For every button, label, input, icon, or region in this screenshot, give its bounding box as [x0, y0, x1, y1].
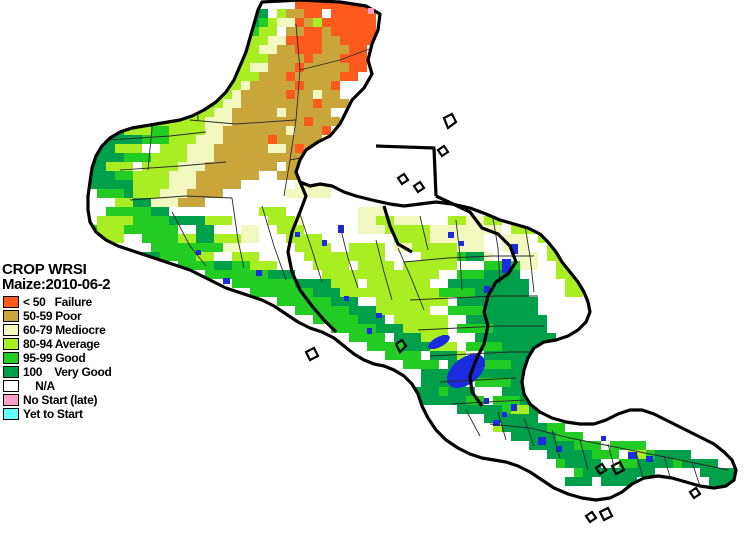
legend-item-mediocre: 60-79 Mediocre — [3, 323, 162, 337]
legend-label-no-start-late: No Start (late) — [23, 393, 98, 407]
legend-swatch-very-good — [3, 366, 19, 378]
legend-item-yet-to-start: Yet to Start — [3, 407, 162, 421]
legend-title: CROP WRSI — [2, 261, 87, 278]
legend-item-no-start-late: No Start (late) — [3, 393, 162, 407]
offshore-islands — [304, 112, 702, 524]
legend-subtitle: Maize:2010-06-2 — [2, 276, 111, 293]
legend-item-good: 95-99 Good — [3, 351, 162, 365]
legend-item-average: 80-94 Average — [3, 337, 162, 351]
legend-label-mediocre: 60-79 Mediocre — [23, 323, 106, 337]
map-legend: CROP WRSI Maize:2010-06-2 < 50 Failure 5… — [2, 262, 162, 421]
legend-label-poor: 50-59 Poor — [23, 309, 82, 323]
legend-label-yet-to-start: Yet to Start — [23, 407, 83, 421]
legend-swatch-average — [3, 338, 19, 350]
legend-swatch-mediocre — [3, 324, 19, 336]
legend-swatch-failure — [3, 296, 19, 308]
legend-label-good: 95-99 Good — [23, 351, 86, 365]
legend-swatch-good — [3, 352, 19, 364]
legend-swatch-na — [3, 380, 19, 392]
legend-label-very-good: 100 Very Good — [23, 365, 112, 379]
legend-item-na: N/A — [3, 379, 162, 393]
legend-rows: < 50 Failure 50-59 Poor 60-79 Mediocre 8… — [3, 295, 162, 421]
no-start-fleck — [368, 8, 374, 14]
legend-label-failure: < 50 Failure — [23, 295, 92, 309]
legend-swatch-poor — [3, 310, 19, 322]
coastline — [86, 0, 738, 502]
legend-item-failure: < 50 Failure — [3, 295, 162, 309]
legend-swatch-yet-to-start — [3, 408, 19, 420]
legend-item-very-good: 100 Very Good — [3, 365, 162, 379]
legend-item-poor: 50-59 Poor — [3, 309, 162, 323]
legend-label-na: N/A — [23, 379, 55, 393]
legend-label-average: 80-94 Average — [23, 337, 100, 351]
legend-swatch-no-start-late — [3, 394, 19, 406]
